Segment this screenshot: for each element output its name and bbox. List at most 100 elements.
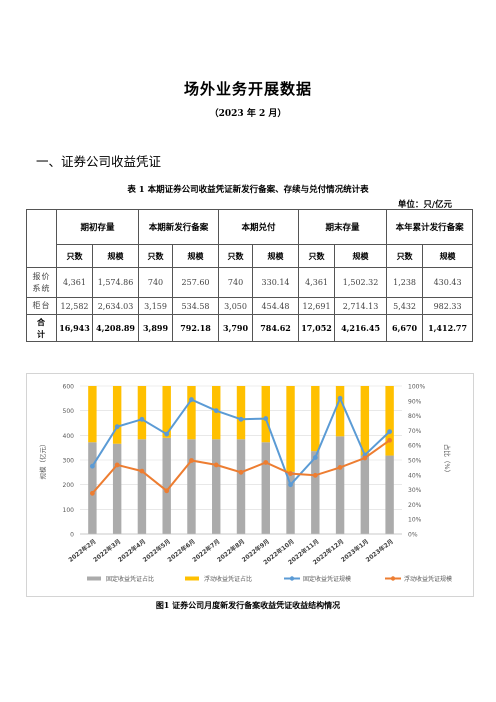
table-cell: 1,502.32 [334, 267, 388, 298]
bar-floating-share [311, 386, 320, 452]
row-label: 报价 系统 [26, 267, 57, 298]
sub-header: 只数 [218, 244, 254, 268]
y2-tick-label: 40% [408, 472, 422, 479]
point-floating-scale [312, 472, 318, 478]
table-cell: 430.43 [422, 267, 474, 298]
chart-container: 0 100 200 300 400 500 600 0% 10% 20% 30% 40% 50% 60% 7… [26, 373, 474, 597]
bar-fixed-share [311, 451, 320, 534]
table-cell: 17,052 [298, 314, 336, 342]
bar-floating-share [112, 386, 122, 444]
y2-tick-label: 20% [408, 502, 422, 509]
legend-label: 固定收益凭证占比 [106, 575, 154, 583]
table-group-header-row: 期初存量 本期新发行备案 本期兑付 期末存量 本年累计发行备案 [26, 209, 474, 268]
point-floating-scale [263, 460, 269, 465]
row-label: 合 计 [26, 314, 57, 342]
row-label: 柜台 [26, 297, 57, 315]
bar-floating-share [137, 386, 147, 440]
y2-tick-label: 0% [408, 532, 418, 539]
point-fixed-scale [288, 482, 293, 488]
point-fixed-scale [263, 416, 269, 421]
sub-header: 规模 [334, 244, 388, 268]
table-cell: 257.60 [172, 267, 220, 298]
point-floating-scale [89, 490, 95, 496]
unit-label: 单位：只/亿元 [397, 200, 452, 210]
y2-tick-label: 60% [408, 443, 422, 450]
table-cell: 454.48 [252, 297, 300, 315]
y-tick-label: 100 [63, 507, 75, 514]
point-floating-scale [164, 488, 170, 494]
table-row-total: 合 计 16,943 4,208.89 3,899 792.18 3,790 7… [26, 314, 474, 342]
bar-fixed-share [187, 439, 196, 534]
table-cell: 4,216.45 [334, 314, 388, 342]
point-floating-scale [238, 469, 244, 475]
table-cell: 740 [218, 267, 254, 298]
stats-table: 期初存量 本期新发行备案 本期兑付 期末存量 本年累计发行备案 只数 规模 只数… [26, 209, 474, 342]
bar-floating-share [385, 386, 394, 456]
legend-swatch [185, 576, 199, 581]
table-cell: 4,208.89 [91, 314, 140, 342]
point-floating-scale [337, 465, 343, 470]
point-floating-scale [213, 462, 219, 468]
bar-fixed-share [112, 443, 122, 534]
table-cell: 12,582 [56, 297, 93, 315]
table-row: 报价 系统 4,361 1,574.86 740 257.60 740 330.… [26, 267, 474, 298]
bar-fixed-share [286, 471, 295, 534]
point-fixed-scale [238, 416, 244, 422]
group-header: 期末存量 [298, 209, 388, 245]
sub-header: 只数 [56, 244, 93, 268]
y-tick-label: 600 [63, 384, 75, 391]
table-cell: 792.18 [172, 314, 220, 342]
point-floating-scale [139, 468, 145, 474]
table-cell: 4,361 [298, 267, 336, 298]
page-title: 场外业务开展数据 [183, 80, 312, 98]
sub-header: 规模 [422, 244, 474, 268]
y2-tick-label: 30% [408, 487, 422, 494]
y2-tick-label: 10% [408, 517, 422, 524]
bar-floating-share [88, 386, 97, 443]
table-cell: 1,238 [386, 267, 424, 298]
y2-tick-label: 70% [408, 428, 422, 435]
point-floating-scale [189, 458, 194, 463]
group-header: 本期新发行备案 [138, 209, 220, 245]
table-cell: 982.33 [422, 297, 474, 315]
bar-floating-share [261, 386, 270, 443]
figure-caption: 图1 证券公司月度新发行备案收益凭证收益结构情况 [155, 600, 341, 610]
bar-fixed-share [162, 437, 171, 534]
legend-swatch [87, 576, 101, 581]
sub-header: 规模 [252, 244, 300, 268]
y-tick-label: 500 [63, 408, 75, 415]
point-fixed-scale [189, 397, 194, 402]
table-sub-header-row: 只数 规模 只数 规模 只数 规模 只数 规模 只数 规模 [27, 244, 474, 268]
y2-tick-label: 80% [408, 413, 422, 420]
y-tick-label: 200 [63, 482, 75, 489]
table-corner-cell [26, 209, 57, 268]
y2-tick-label: 50% [408, 458, 422, 465]
table-cell: 1,574.86 [91, 267, 140, 298]
table-cell: 784.62 [252, 314, 300, 342]
table-cell: 16,943 [56, 314, 93, 342]
legend-label: 固定收益凭证规模 [303, 575, 351, 583]
y2-tick-label: 90% [408, 398, 422, 405]
point-fixed-scale [337, 395, 343, 401]
bar-floating-share [286, 386, 295, 472]
income-structure-chart: 0 100 200 300 400 500 600 0% 10% 20% 30% 40% 50% 60% 7… [38, 384, 452, 584]
bar-fixed-share [335, 436, 345, 534]
bar-floating-share [162, 386, 171, 438]
point-fixed-scale [139, 416, 145, 422]
sub-header: 只数 [298, 244, 336, 268]
point-floating-scale [362, 455, 368, 461]
table-cell: 5,432 [386, 297, 424, 315]
point-fixed-scale [387, 429, 393, 435]
table-cell: 3,159 [138, 297, 174, 315]
y-tick-label: 300 [63, 458, 75, 465]
group-header: 本期兑付 [218, 209, 300, 245]
point-fixed-scale [114, 424, 120, 430]
sub-header: 只数 [138, 244, 174, 268]
legend-swatch-marker [289, 576, 295, 581]
sub-header: 规模 [91, 244, 140, 268]
table-cell: 740 [138, 267, 174, 298]
bar-fixed-share [88, 442, 97, 534]
x-tick-label: 2023年2月 [364, 537, 395, 564]
table-cell: 4,361 [56, 267, 93, 298]
table-cell: 2,714.13 [334, 297, 388, 315]
